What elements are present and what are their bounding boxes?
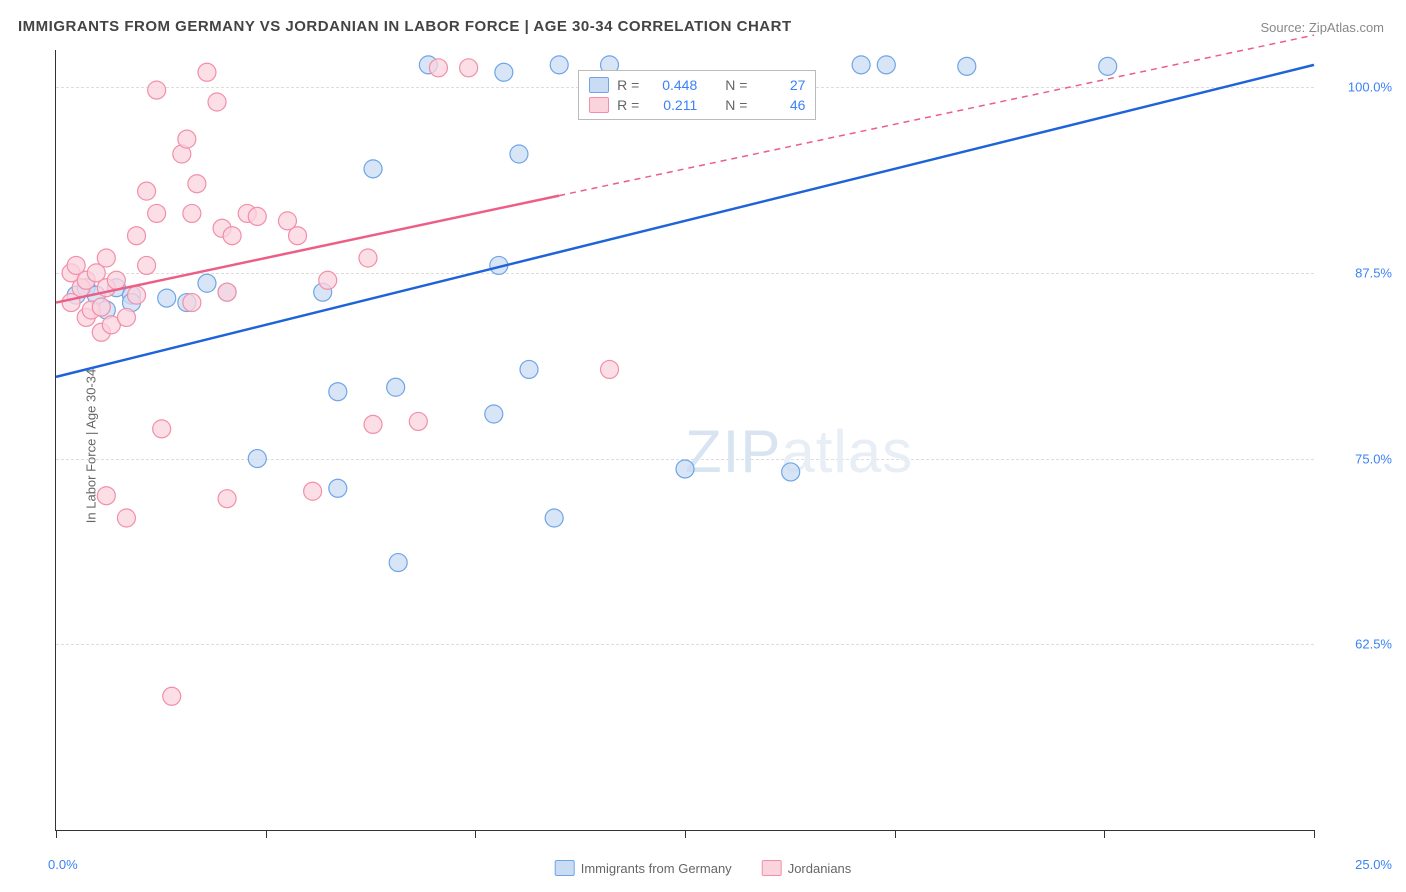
legend-swatch-germany: [555, 860, 575, 876]
stats-r-label: R =: [617, 77, 639, 93]
stats-r-value: 0.211: [647, 97, 697, 113]
jordan-point: [319, 271, 337, 289]
jordan-point: [198, 63, 216, 81]
jordan-point: [163, 687, 181, 705]
stats-row-jordan: R = 0.211 N = 46: [589, 95, 805, 115]
legend-label-germany: Immigrants from Germany: [581, 861, 732, 876]
x-tick: [1104, 830, 1105, 838]
x-tick-label-min: 0.0%: [48, 857, 78, 872]
germany-point: [364, 160, 382, 178]
stats-swatch: [589, 97, 609, 113]
jordan-point: [138, 256, 156, 274]
jordan-point: [117, 509, 135, 527]
jordan-trendline: [56, 196, 559, 303]
jordan-point: [128, 286, 146, 304]
y-tick-label: 75.0%: [1355, 451, 1392, 466]
germany-point: [520, 360, 538, 378]
germany-point: [198, 274, 216, 292]
jordan-point: [188, 175, 206, 193]
germany-point: [958, 57, 976, 75]
jordan-point: [364, 415, 382, 433]
bottom-legend: Immigrants from Germany Jordanians: [555, 860, 852, 876]
x-tick-label-max: 25.0%: [1355, 857, 1392, 872]
germany-point: [389, 554, 407, 572]
jordan-point: [138, 182, 156, 200]
legend-item-jordan: Jordanians: [762, 860, 852, 876]
legend-label-jordan: Jordanians: [788, 861, 852, 876]
jordan-point: [359, 249, 377, 267]
germany-point: [248, 450, 266, 468]
jordan-point: [409, 412, 427, 430]
germany-point: [329, 383, 347, 401]
jordan-point: [183, 294, 201, 312]
germany-point: [1099, 57, 1117, 75]
jordan-point: [92, 298, 110, 316]
germany-point: [852, 56, 870, 74]
germany-point: [782, 463, 800, 481]
jordan-point: [218, 283, 236, 301]
x-tick: [685, 830, 686, 838]
plot-svg: [56, 50, 1314, 830]
jordan-point: [248, 207, 266, 225]
y-tick-label: 100.0%: [1348, 80, 1392, 95]
chart-container: IMMIGRANTS FROM GERMANY VS JORDANIAN IN …: [0, 0, 1406, 892]
germany-point: [676, 460, 694, 478]
germany-point: [387, 378, 405, 396]
jordan-point: [107, 271, 125, 289]
jordan-point: [178, 130, 196, 148]
germany-point: [329, 479, 347, 497]
y-tick-label: 87.5%: [1355, 265, 1392, 280]
jordan-point: [183, 204, 201, 222]
x-tick: [1314, 830, 1315, 838]
jordan-point: [97, 487, 115, 505]
jordan-point: [289, 227, 307, 245]
legend-item-germany: Immigrants from Germany: [555, 860, 732, 876]
jordan-point: [117, 308, 135, 326]
jordan-point: [218, 490, 236, 508]
jordan-point: [128, 227, 146, 245]
jordan-point: [97, 249, 115, 267]
jordan-point: [148, 204, 166, 222]
stats-row-germany: R = 0.448 N = 27: [589, 75, 805, 95]
jordan-point: [304, 482, 322, 500]
jordan-point: [460, 59, 478, 77]
jordan-point: [429, 59, 447, 77]
germany-point: [877, 56, 895, 74]
jordan-point: [601, 360, 619, 378]
stats-n-value: 46: [755, 97, 805, 113]
chart-title: IMMIGRANTS FROM GERMANY VS JORDANIAN IN …: [18, 18, 792, 35]
stats-box: R = 0.448 N = 27 R = 0.211 N = 46: [578, 70, 816, 120]
stats-r-value: 0.448: [647, 77, 697, 93]
germany-point: [550, 56, 568, 74]
stats-swatch: [589, 77, 609, 93]
germany-point: [495, 63, 513, 81]
jordan-point: [153, 420, 171, 438]
source-label: Source: ZipAtlas.com: [1260, 20, 1384, 35]
germany-point: [485, 405, 503, 423]
stats-r-label: R =: [617, 97, 639, 113]
x-tick: [56, 830, 57, 838]
stats-n-value: 27: [755, 77, 805, 93]
plot-area: ZIPatlas R =0.448N =27R =0.211N =46: [55, 50, 1314, 831]
x-tick: [266, 830, 267, 838]
jordan-point: [148, 81, 166, 99]
germany-point: [158, 289, 176, 307]
y-tick-label: 62.5%: [1355, 637, 1392, 652]
x-tick: [895, 830, 896, 838]
legend-swatch-jordan: [762, 860, 782, 876]
x-tick: [475, 830, 476, 838]
jordan-point: [223, 227, 241, 245]
jordan-point: [208, 93, 226, 111]
germany-point: [545, 509, 563, 527]
stats-n-label: N =: [725, 97, 747, 113]
germany-point: [510, 145, 528, 163]
stats-n-label: N =: [725, 77, 747, 93]
